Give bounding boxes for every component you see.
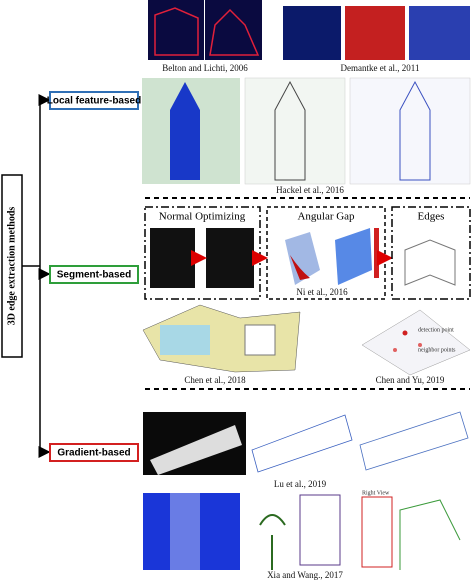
shape bbox=[393, 348, 397, 352]
category-label: Gradient-based bbox=[57, 448, 130, 459]
shape bbox=[299, 494, 341, 566]
shape bbox=[290, 255, 310, 280]
caption: Belton and Lichti, 2006 bbox=[162, 63, 248, 73]
shape bbox=[361, 496, 393, 568]
shape bbox=[399, 499, 461, 570]
shape bbox=[160, 325, 210, 355]
shape bbox=[335, 228, 372, 285]
shape bbox=[244, 324, 276, 356]
image bbox=[409, 6, 470, 60]
shape bbox=[399, 80, 431, 181]
image bbox=[349, 77, 471, 185]
image bbox=[143, 493, 240, 570]
caption: Chen et al., 2018 bbox=[184, 375, 246, 385]
image bbox=[150, 228, 195, 288]
category-box bbox=[49, 91, 139, 110]
caption: Demantke et al., 2011 bbox=[341, 63, 420, 73]
root-label: 3D edge extraction methods bbox=[6, 207, 17, 326]
category-label: Segment-based bbox=[57, 270, 131, 281]
image bbox=[244, 77, 346, 185]
caption: Ni et al., 2016 bbox=[296, 287, 348, 297]
image bbox=[206, 228, 254, 288]
shape bbox=[259, 514, 286, 570]
image bbox=[250, 493, 470, 570]
shape bbox=[170, 493, 200, 570]
panel bbox=[391, 206, 471, 300]
annotation: neighbor points bbox=[418, 347, 456, 353]
panel-title: Normal Optimizing bbox=[159, 211, 246, 223]
shape bbox=[209, 8, 260, 56]
caption: Chen and Yu, 2019 bbox=[376, 375, 445, 385]
shape bbox=[404, 239, 456, 286]
image bbox=[283, 6, 341, 60]
image bbox=[345, 6, 405, 60]
category-box bbox=[49, 443, 139, 462]
image bbox=[361, 309, 471, 376]
shape bbox=[402, 330, 408, 336]
shape bbox=[274, 80, 306, 181]
shape bbox=[170, 82, 200, 180]
shape bbox=[418, 343, 422, 347]
image bbox=[359, 411, 469, 471]
panel-title: Edges bbox=[418, 211, 445, 223]
caption: Xia and Wang., 2017 bbox=[267, 570, 343, 580]
shape bbox=[150, 425, 242, 475]
annotation: Right View bbox=[362, 490, 390, 496]
category-box bbox=[49, 265, 139, 284]
shape bbox=[374, 228, 379, 278]
caption: Lu et al., 2019 bbox=[274, 479, 327, 489]
image bbox=[251, 414, 353, 473]
category-label: Local feature-based bbox=[47, 96, 141, 107]
panel-title: Angular Gap bbox=[297, 211, 355, 223]
shape bbox=[285, 232, 320, 285]
shape bbox=[154, 7, 199, 56]
image bbox=[148, 0, 204, 60]
annotation: detection point bbox=[418, 327, 454, 333]
caption: Hackel et al., 2016 bbox=[276, 185, 344, 195]
